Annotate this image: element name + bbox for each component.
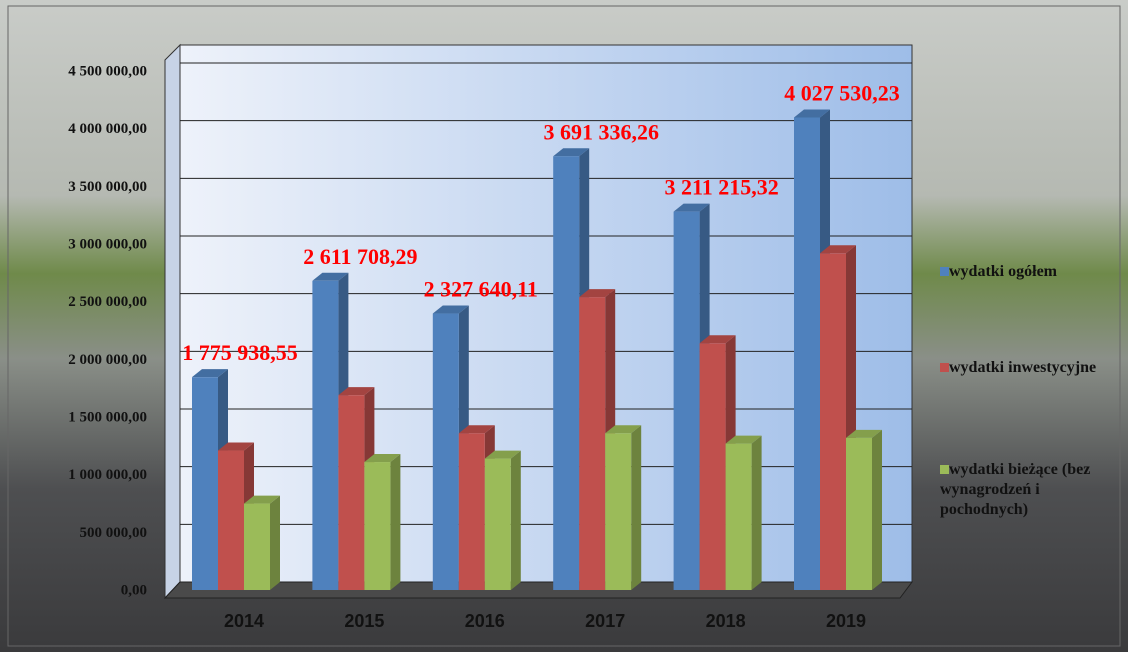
legend-item: wydatki inwestycyjne [940,358,1110,378]
bar-face [846,429,882,438]
bar-face [390,454,401,590]
x-tick-label: 2015 [344,611,384,631]
y-tick-label: 4 500 000,00 [68,63,147,79]
bar-face [794,109,830,118]
legend-swatch [940,363,949,372]
data-label: 2 327 640,11 [424,277,538,302]
bar-face [312,272,349,281]
bar [725,435,762,590]
bar-face [751,435,762,590]
y-tick-label: 2 500 000,00 [68,294,147,310]
bar-face [244,495,280,504]
x-tick-label: 2019 [826,611,866,631]
legend-swatch [940,465,949,474]
data-label: 2 611 708,29 [303,244,417,269]
bar-face [553,156,580,591]
bar-face [820,245,856,254]
bar [846,429,882,590]
bar-face [820,253,846,591]
bar-face [270,495,280,590]
bar-face [484,458,511,590]
bar-face [364,454,401,463]
bar-face [579,289,616,298]
bar-face [192,377,218,590]
bar [484,450,521,590]
bar-face [699,335,736,344]
y-tick-label: 1 000 000,00 [68,467,147,483]
bar-face [553,148,590,157]
y-tick-label: 1 500 000,00 [68,409,147,425]
x-tick-label: 2014 [224,611,264,631]
legend-label: wydatki bieżące (bez wynagrodzeń i pocho… [940,461,1091,518]
bar-face [699,343,726,590]
bar-face [458,425,495,434]
bar-face [631,425,642,590]
data-label: 4 027 530,23 [784,81,900,106]
bar-face [725,443,752,590]
bar-face [192,369,228,378]
bar-face [872,429,882,590]
side-wall [164,43,181,600]
back-wall [179,44,913,583]
legend-swatch [940,267,949,276]
y-tick-label: 0,00 [121,582,147,598]
bar [364,454,401,590]
bar-face [579,297,606,590]
bar-face [364,462,391,590]
legend-item: wydatki ogółem [940,262,1110,282]
x-tick-label: 2018 [706,611,746,631]
bar-face [218,442,254,451]
frame [7,5,1121,647]
bar-face [605,425,642,434]
y-tick-label: 4 000 000,00 [68,121,147,137]
bar-face [673,203,710,212]
data-label: 1 775 938,55 [182,340,298,365]
bar-face [338,387,375,396]
bar-face [312,280,339,590]
x-tick-label: 2017 [585,611,625,631]
legend-item: wydatki bieżące (bez wynagrodzeń i pocho… [940,460,1110,520]
bar-face [244,503,270,590]
bar [820,245,856,591]
bar-face [510,450,521,590]
y-tick-label: 500 000,00 [80,525,148,541]
bar-face [218,450,244,590]
bar-face [338,395,365,590]
bar-face [725,435,762,444]
bar-face [458,433,485,590]
bar-face [846,437,872,590]
bar-face [605,433,632,590]
bar-face [432,305,469,314]
bar [244,495,280,590]
y-tick-label: 2 000 000,00 [68,352,147,368]
y-tick-label: 3 000 000,00 [68,236,147,252]
legend-label: wydatki inwestycyjne [949,359,1097,376]
data-label: 3 211 215,32 [664,175,778,200]
x-tick-label: 2016 [465,611,505,631]
data-label: 3 691 336,26 [543,119,659,144]
legend-label: wydatki ogółem [949,263,1057,280]
bar [605,425,642,590]
bar-face [432,313,459,590]
bar-face [484,450,521,459]
bar-face [673,211,700,590]
y-tick-label: 3 500 000,00 [68,179,147,195]
bar-face [794,117,820,590]
